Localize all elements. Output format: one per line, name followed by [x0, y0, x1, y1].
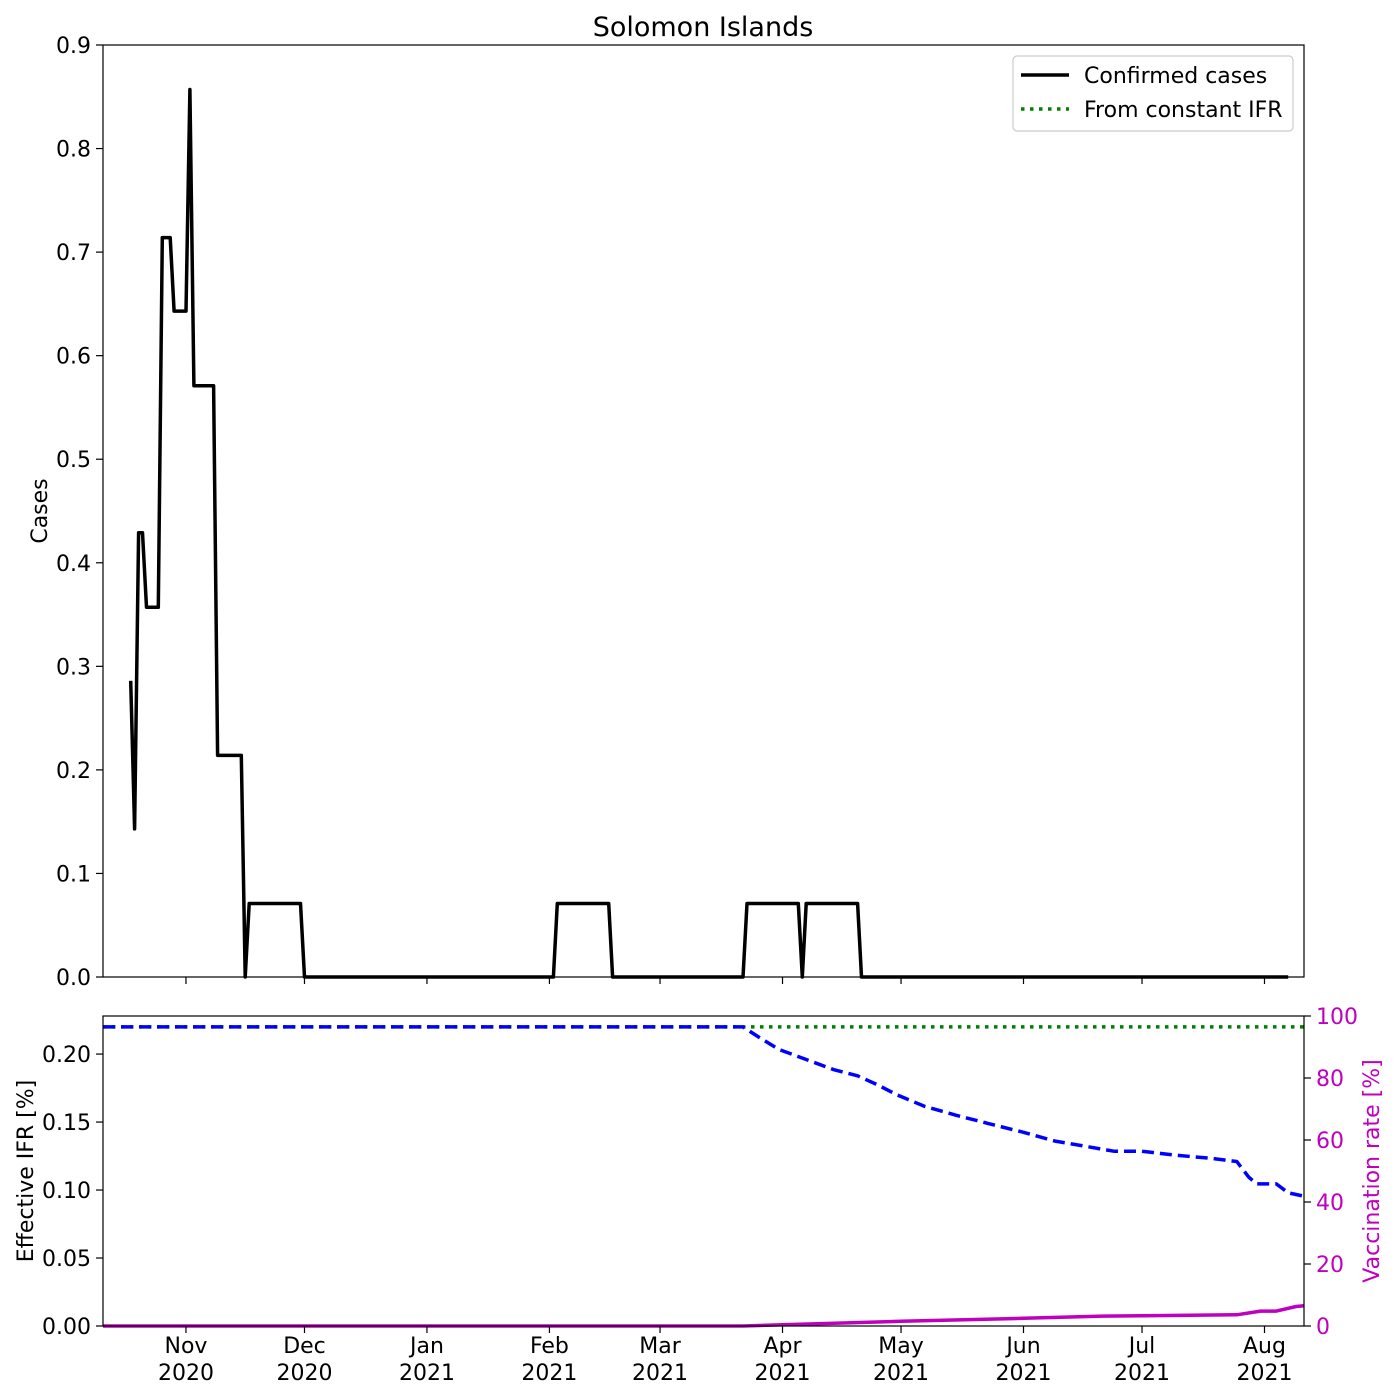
ifr-y-axis-label: Effective IFR [%] — [14, 1080, 39, 1262]
x-tick-label-year: 2021 — [521, 1361, 577, 1386]
vaccination-y-tick-label: 20 — [1316, 1253, 1344, 1278]
vaccination-rate-line — [103, 1304, 1305, 1328]
cases-y-tick-label: 0.4 — [56, 552, 91, 577]
vaccination-y-tick-label: 80 — [1316, 1067, 1344, 1092]
cases-y-tick-label: 0.9 — [56, 34, 91, 59]
cases-y-tick-label: 0.2 — [56, 759, 91, 784]
legend: Confirmed cases From constant IFR — [1012, 55, 1294, 132]
x-tick-label-month: Apr — [763, 1334, 802, 1359]
ifr-y-tick-label: 0.20 — [42, 1043, 91, 1068]
cases-y-tick-label: 0.5 — [56, 448, 91, 473]
cases-y-axis-label: Cases — [28, 478, 53, 543]
x-tick-label-month: May — [878, 1334, 923, 1359]
cases-y-tick-label: 0.1 — [56, 862, 91, 887]
ifr-y-tick-label: 0.10 — [42, 1179, 91, 1204]
vaccination-y-tick-label: 0 — [1316, 1315, 1330, 1340]
vaccination-y-tick-label: 60 — [1316, 1129, 1344, 1154]
ifr-axes-frame — [102, 1015, 1305, 1327]
x-tick-label-year: 2021 — [755, 1361, 811, 1386]
ifr-panel: 0.000.050.100.150.20020406080100Nov2020D… — [14, 1005, 1385, 1386]
cases-axes-frame — [102, 44, 1305, 978]
x-tick-label-month: Dec — [283, 1334, 326, 1359]
cases-panel: 0.0 0.1 0.2 0.3 0.4 0.5 0.6 0.7 0.8 0.9 Solomon I… — [28, 12, 1305, 991]
x-tick-label-year: 2021 — [632, 1361, 688, 1386]
legend-label-constant-ifr: From constant IFR — [1084, 98, 1283, 123]
x-tick-label-month: Feb — [530, 1334, 569, 1359]
x-tick-label-year: 2021 — [1114, 1361, 1170, 1386]
cases-y-tick-label: 0.0 — [56, 966, 91, 991]
ifr-y-tick-label: 0.05 — [42, 1247, 91, 1272]
ifr-y-tick-label: 0.00 — [42, 1315, 91, 1340]
legend-box — [1012, 55, 1294, 132]
effective-ifr-line — [103, 1025, 1305, 1198]
x-tick-label-month: Jan — [408, 1334, 444, 1359]
vaccination-y-axis-label: Vaccination rate [%] — [1360, 1059, 1385, 1282]
x-tick-label-month: Nov — [164, 1334, 207, 1359]
cases-y-tick-label: 0.8 — [56, 138, 91, 163]
x-tick-label-month: Aug — [1243, 1334, 1286, 1359]
x-tick-label-year: 2021 — [873, 1361, 929, 1386]
vaccination-y-tick-label: 40 — [1316, 1191, 1344, 1216]
cases-y-tick-label: 0.6 — [56, 345, 91, 370]
x-tick-label-year: 2021 — [399, 1361, 455, 1386]
x-tick-label-year: 2020 — [276, 1361, 332, 1386]
chart-title: Solomon Islands — [593, 12, 814, 43]
x-tick-label-year: 2021 — [996, 1361, 1052, 1386]
x-tick-label-month: Jul — [1127, 1334, 1156, 1359]
x-tick-label-year: 2021 — [1236, 1361, 1292, 1386]
ifr-plot-area — [103, 1025, 1305, 1328]
x-tick-label-month: Mar — [639, 1334, 681, 1359]
x-tick-label-year: 2020 — [158, 1361, 214, 1386]
cases-y-tick-label: 0.7 — [56, 241, 91, 266]
vaccination-y-tick-label: 100 — [1316, 1005, 1358, 1030]
ifr-y-tick-label: 0.15 — [42, 1111, 91, 1136]
x-tick-label-month: Jun — [1004, 1334, 1040, 1359]
cases-y-tick-label: 0.3 — [56, 655, 91, 680]
legend-label-confirmed-cases: Confirmed cases — [1084, 64, 1267, 89]
